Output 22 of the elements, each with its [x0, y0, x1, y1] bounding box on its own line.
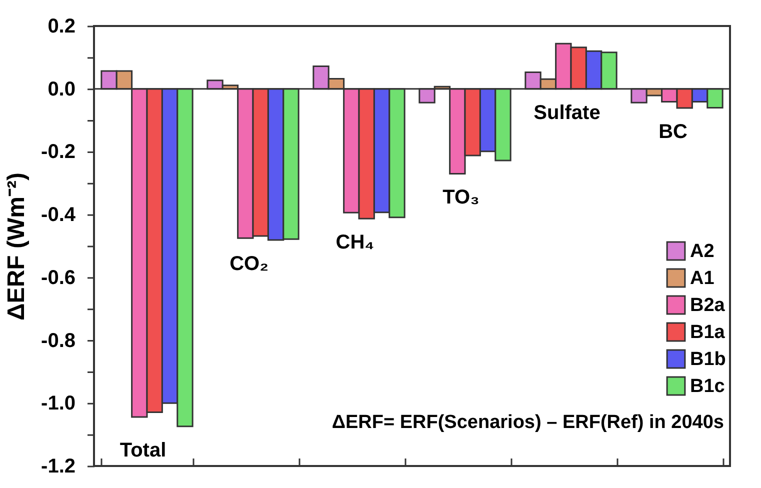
x-tick-label: Total — [120, 439, 166, 462]
legend-label: A1 — [690, 268, 715, 289]
x-tick-label: Sulfate — [534, 102, 600, 124]
y-tick-label: -0.2 — [41, 141, 76, 164]
legend-label: B1a — [690, 322, 726, 343]
y-tick-label: -0.4 — [41, 204, 76, 226]
y-tick-label: -1.0 — [41, 392, 76, 415]
legend-label: B1b — [690, 349, 726, 370]
legend-label: A2 — [690, 241, 714, 262]
x-tick-label: TO₃ — [442, 186, 480, 209]
y-tick-label: 0.2 — [48, 16, 76, 38]
y-tick-label: -0.8 — [41, 330, 76, 352]
x-tick-label: CO₂ — [230, 253, 268, 276]
y-tick-label: 0.0 — [48, 78, 76, 100]
y-tick-label: -1.2 — [41, 456, 76, 478]
x-tick-label: CH₄ — [336, 232, 374, 254]
legend-label: B1c — [690, 376, 726, 397]
x-tick-label: BC — [658, 121, 688, 144]
y-axis-title: ΔERF (Wm⁻²) — [3, 172, 30, 320]
y-tick-label: -0.6 — [41, 266, 76, 289]
annotation: ΔERF= ERF(Scenarios) – ERF(Ref) in 2040s — [332, 412, 724, 433]
legend-label: B2a — [690, 295, 726, 316]
